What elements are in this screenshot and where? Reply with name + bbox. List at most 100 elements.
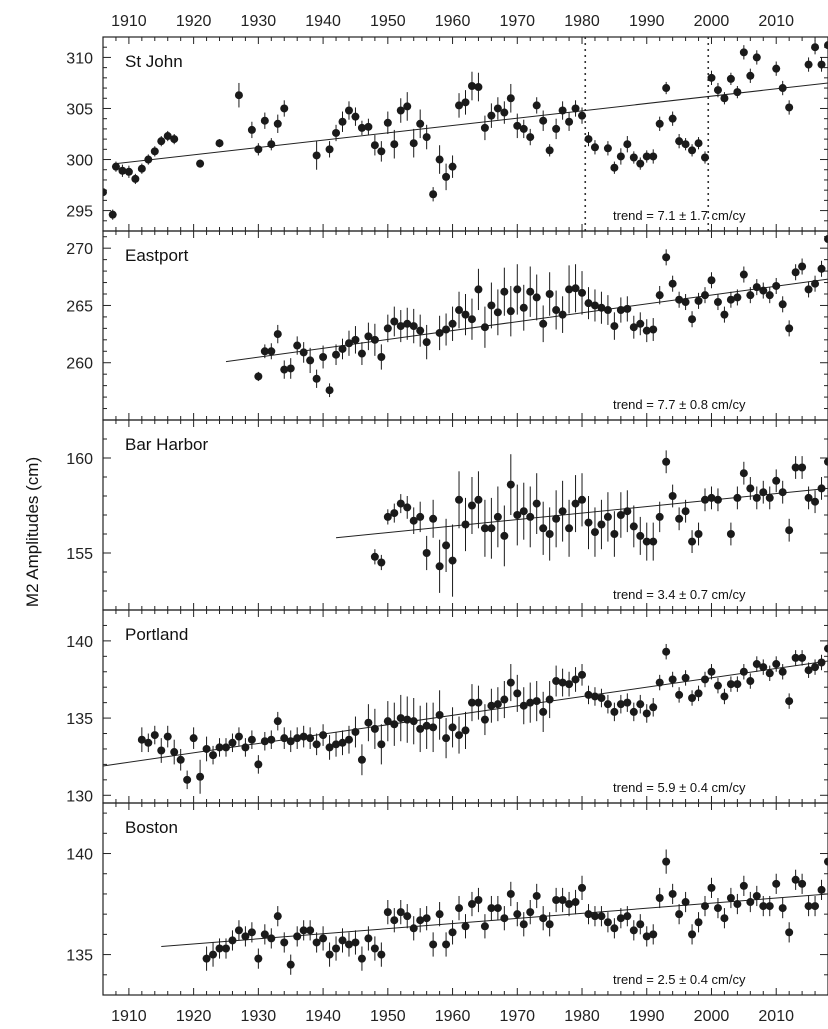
data-point: [726, 680, 735, 689]
data-point: [616, 914, 625, 923]
data-point: [448, 556, 457, 565]
data-point: [293, 734, 302, 743]
data-point: [103, 188, 107, 197]
data-point: [338, 738, 347, 747]
data-point: [765, 902, 774, 911]
data-point: [273, 330, 282, 339]
data-point: [306, 926, 315, 935]
data-point: [364, 718, 373, 727]
data-point: [526, 698, 535, 707]
panel-title-portland: Portland: [125, 625, 188, 644]
data-point: [455, 495, 464, 504]
data-point: [662, 457, 671, 466]
data-point: [390, 509, 399, 518]
data-point: [260, 116, 269, 125]
data-point: [694, 139, 703, 148]
data-point: [480, 123, 489, 132]
data-point: [215, 139, 224, 148]
data-point: [545, 695, 554, 704]
data-point: [163, 132, 172, 141]
data-point: [319, 731, 328, 740]
x-tick-label-bottom: 1970: [499, 1008, 535, 1025]
data-point: [286, 364, 295, 373]
data-point: [552, 124, 561, 133]
x-tick-label-top: 1930: [241, 13, 277, 30]
data-point: [234, 926, 243, 935]
data-point: [726, 74, 735, 83]
data-point: [791, 653, 800, 662]
data-point: [312, 740, 321, 749]
data-point: [681, 898, 690, 907]
data-point: [707, 276, 716, 285]
data-point: [416, 326, 425, 335]
data-point: [778, 488, 787, 497]
data-point: [260, 737, 269, 746]
data-point: [435, 910, 444, 919]
data-point: [370, 141, 379, 150]
data-point: [500, 287, 509, 296]
data-point: [720, 692, 729, 701]
data-point: [662, 857, 671, 866]
data-point: [688, 315, 697, 324]
data-point: [649, 930, 658, 939]
data-point: [603, 144, 612, 153]
data-point: [513, 285, 522, 294]
x-tick-label-top: 1990: [629, 13, 665, 30]
data-point: [578, 670, 587, 679]
data-point: [552, 514, 561, 523]
data-point: [733, 88, 742, 97]
data-point: [338, 344, 347, 353]
data-point: [461, 520, 470, 529]
data-point: [739, 881, 748, 890]
data-point: [668, 279, 677, 288]
data-point: [338, 936, 347, 945]
data-point: [649, 152, 658, 161]
data-point: [811, 902, 820, 911]
data-point: [739, 469, 748, 478]
data-point: [364, 332, 373, 341]
data-point: [720, 94, 729, 103]
data-point: [254, 372, 263, 381]
data-point: [150, 147, 159, 156]
data-point: [610, 707, 619, 716]
data-point: [448, 928, 457, 937]
data-point: [616, 511, 625, 519]
data-point: [772, 476, 781, 485]
data-point: [137, 164, 146, 173]
data-point: [254, 954, 263, 963]
data-point: [623, 140, 632, 149]
data-point: [247, 928, 256, 937]
data-point: [791, 875, 800, 884]
data-point: [565, 285, 574, 294]
data-point: [578, 495, 587, 504]
data-point: [733, 680, 742, 689]
data-point: [370, 724, 379, 733]
data-point: [357, 123, 366, 132]
data-point: [629, 153, 638, 162]
data-point: [416, 119, 425, 128]
data-point: [377, 353, 386, 361]
data-point: [688, 537, 697, 546]
data-point: [545, 146, 554, 155]
trend-label-portland: trend = 5.9 ± 0.4 cm/cy: [613, 780, 746, 795]
data-point: [655, 512, 664, 521]
data-point: [280, 938, 289, 947]
data-point: [480, 524, 489, 533]
y-tick-label: 155: [66, 546, 93, 563]
data-point: [461, 98, 470, 107]
data-point: [474, 83, 483, 92]
data-point: [675, 137, 684, 146]
data-point: [785, 526, 794, 535]
data-point: [273, 912, 282, 921]
data-point: [688, 146, 697, 155]
data-point: [817, 60, 826, 69]
data-point: [785, 697, 794, 706]
data-point: [500, 914, 509, 923]
data-point: [688, 694, 697, 703]
y-tick-label: 140: [66, 847, 93, 864]
data-point: [422, 338, 431, 347]
data-point: [519, 124, 528, 133]
panel-st-john: 295 300 305 310 St John trend = 7.1 ± 1.7 cm/…: [66, 36, 828, 232]
data-point: [597, 520, 606, 529]
data-point: [817, 885, 826, 894]
